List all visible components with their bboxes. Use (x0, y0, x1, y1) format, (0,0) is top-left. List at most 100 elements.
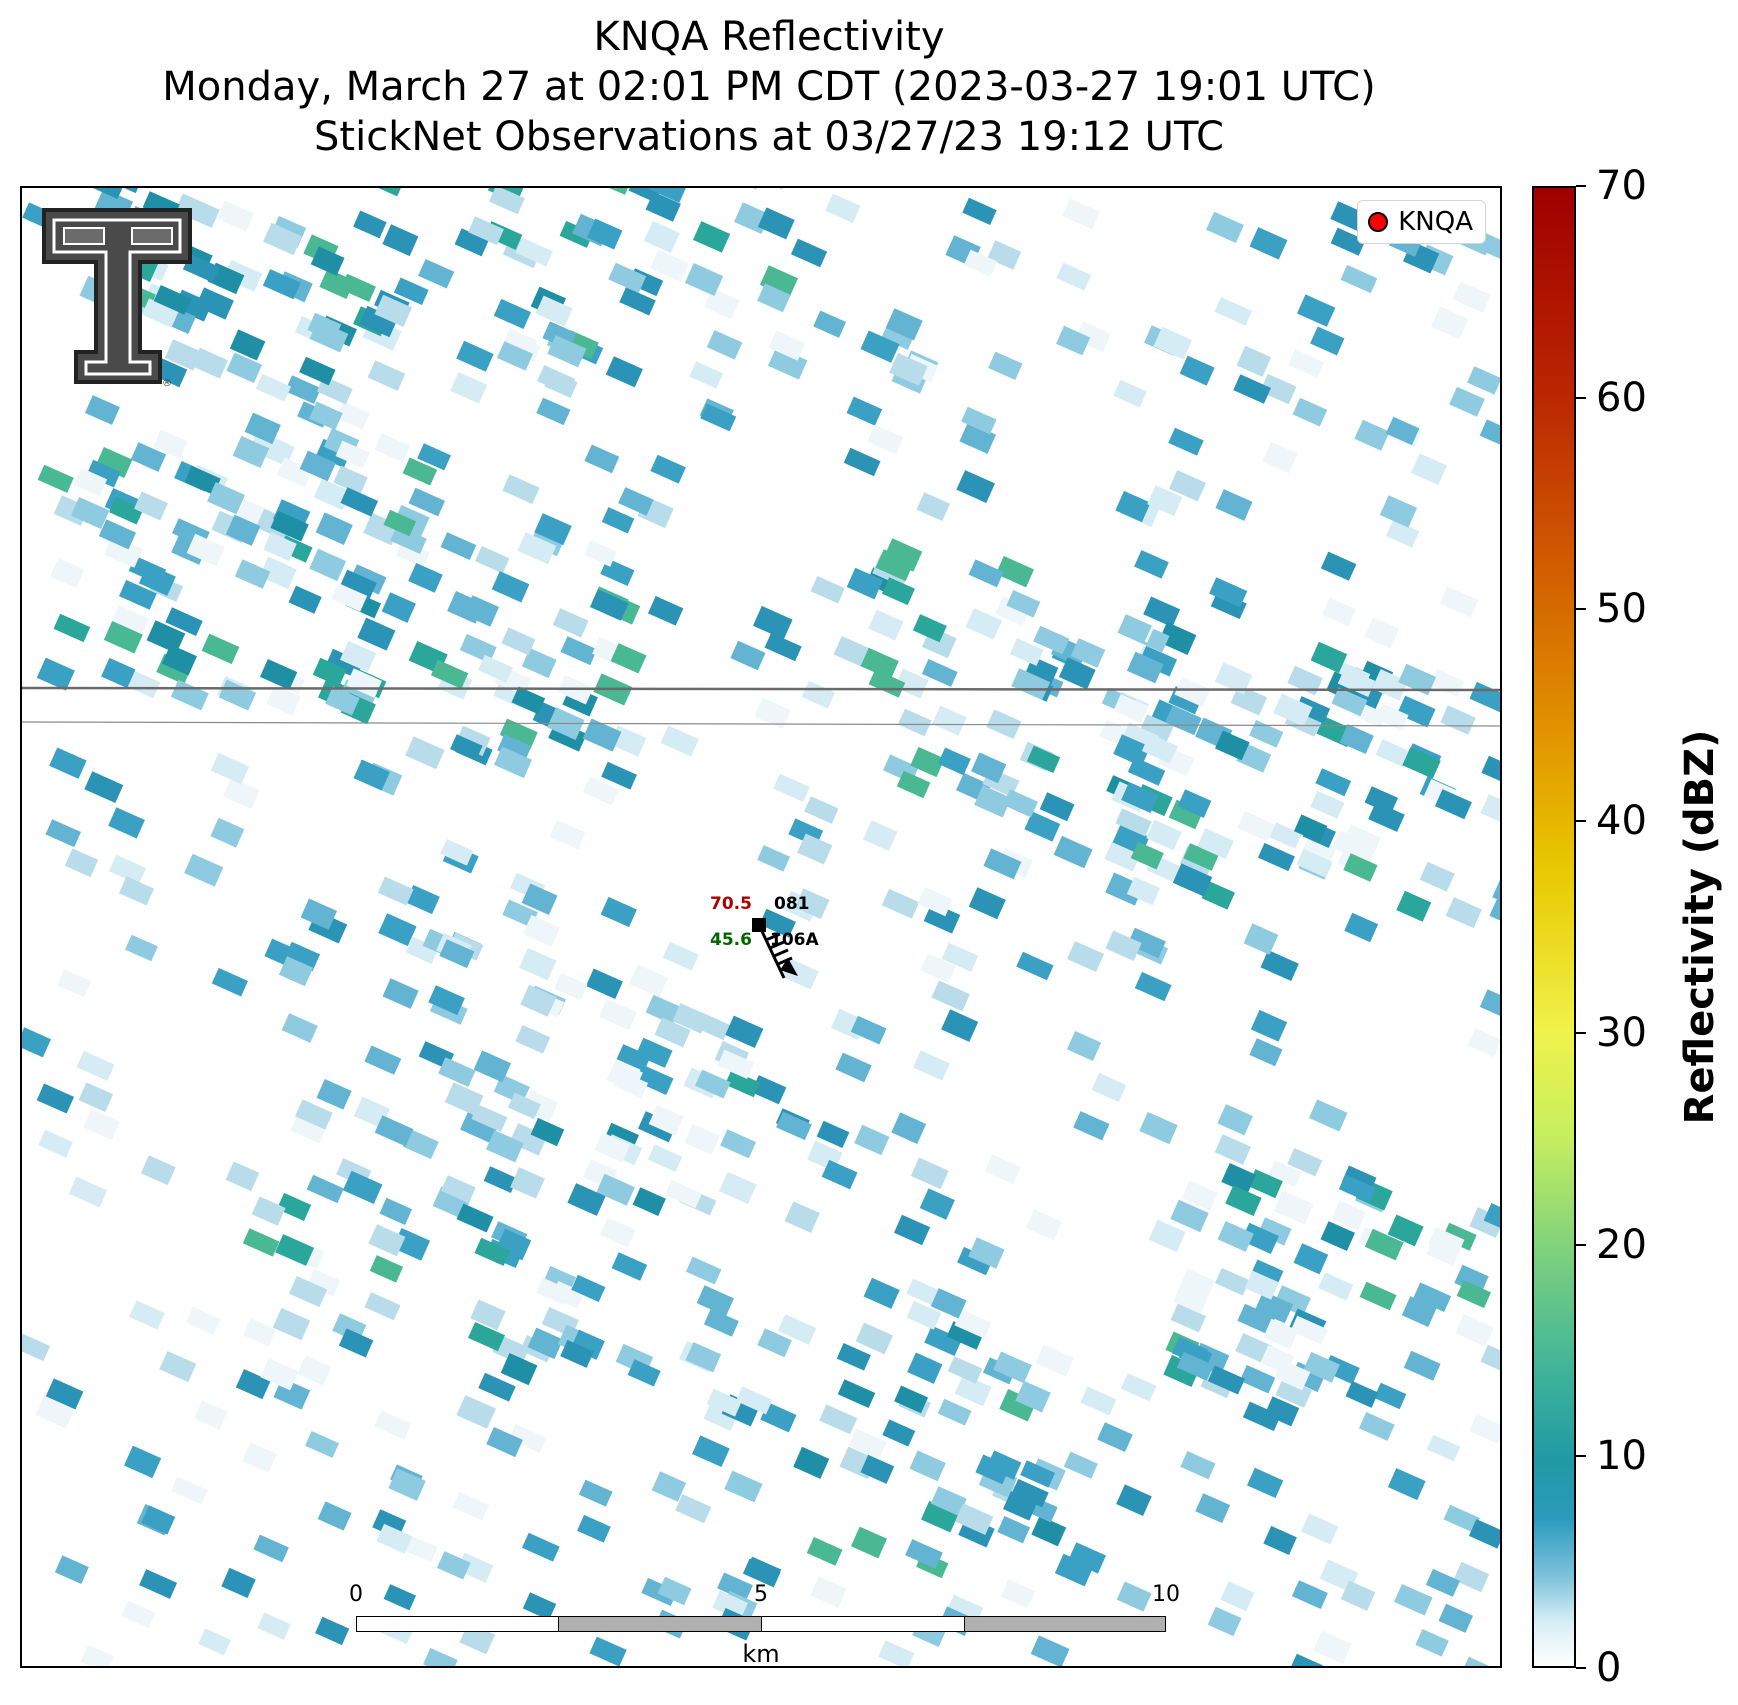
reflectivity-cell (1134, 550, 1169, 579)
reflectivity-cell (703, 288, 740, 320)
reflectivity-cell (983, 848, 1022, 880)
reflectivity-cell (1340, 264, 1378, 294)
reflectivity-cell (1067, 941, 1105, 972)
reflectivity-cell (191, 347, 229, 379)
reflectivity-cell (1291, 1580, 1328, 1610)
reflectivity-cell (1058, 657, 1096, 690)
reflectivity-cell (793, 1446, 830, 1479)
reflectivity-cell (1033, 625, 1070, 655)
reflectivity-cell (536, 1277, 571, 1306)
reflectivity-cell (684, 1123, 720, 1155)
colorbar-tick-label: 0 (1596, 1645, 1622, 1691)
reflectivity-cell (720, 1129, 757, 1159)
reflectivity-cell (744, 1556, 782, 1587)
reflectivity-cell (804, 796, 839, 824)
reflectivity-cell (1056, 262, 1092, 291)
scale-segment (356, 1616, 559, 1632)
reflectivity-cell (660, 725, 699, 757)
reflectivity-cell (1115, 808, 1152, 837)
reflectivity-cell (121, 1600, 156, 1629)
reflectivity-cell (1130, 841, 1164, 870)
reflectivity-cell (340, 487, 379, 517)
reflectivity-cell (1293, 814, 1328, 843)
reflectivity-cell (207, 482, 246, 515)
reflectivity-cell (535, 295, 573, 327)
reflectivity-cell (601, 507, 635, 534)
reflectivity-cell (306, 1174, 344, 1204)
reflectivity-cell (185, 1306, 221, 1335)
reflectivity-cell (611, 1252, 648, 1281)
reflectivity-cell (1039, 792, 1075, 822)
reflectivity-cell (910, 1157, 949, 1190)
reflectivity-cell (1066, 1031, 1102, 1061)
reflectivity-cell (22, 1027, 51, 1058)
reflectivity-cell (1015, 1380, 1051, 1413)
reflectivity-cell (383, 1584, 417, 1611)
reflectivity-cell (382, 224, 419, 257)
reflectivity-cell (499, 718, 538, 749)
reflectivity-cell (339, 640, 377, 673)
reflectivity-cell (650, 454, 686, 484)
reflectivity-cell (530, 1117, 565, 1147)
reflectivity-cell (932, 705, 967, 736)
reflectivity-cell (767, 346, 808, 380)
colorbar-tick-label: 10 (1596, 1433, 1647, 1480)
reflectivity-cell (522, 1592, 557, 1621)
reflectivity-cell (1236, 345, 1272, 377)
reflectivity-cell (130, 442, 167, 472)
reflectivity-cell (618, 487, 654, 516)
reflectivity-cell (1217, 1221, 1254, 1252)
reflectivity-cell (134, 491, 168, 521)
reflectivity-cell (632, 1187, 666, 1216)
reflectivity-cell (963, 249, 998, 277)
reflectivity-cell (1063, 1451, 1098, 1479)
reflectivity-cell (1080, 1386, 1117, 1416)
radar-map[interactable]: ® KNQA 70.5 081 45.6 106A 0 5 10 km (20, 186, 1502, 1668)
reflectivity-cell (1097, 1422, 1133, 1452)
reflectivity-cell (377, 876, 414, 906)
reflectivity-cell (1209, 577, 1248, 608)
reflectivity-cell (1308, 1099, 1348, 1132)
reflectivity-cell (496, 341, 534, 371)
reflectivity-cell (331, 583, 368, 612)
reflectivity-cell (522, 1090, 559, 1122)
reflectivity-cell (955, 1503, 994, 1535)
reflectivity-cell (388, 1468, 426, 1501)
reflectivity-cell (1290, 1653, 1323, 1666)
reflectivity-cell (95, 447, 133, 478)
reflectivity-cell (225, 514, 261, 546)
reflectivity-cell (201, 633, 240, 665)
reflectivity-cell (438, 1057, 476, 1087)
reflectivity-cell (1449, 386, 1485, 417)
reflectivity-cell (1177, 789, 1212, 818)
wind-barb-icon (752, 918, 798, 979)
reflectivity-cell (500, 1353, 538, 1386)
svg-text:®: ® (162, 378, 172, 386)
reflectivity-cell (692, 221, 731, 253)
reflectivity-cell (275, 1234, 315, 1266)
colorbar-tick-label: 40 (1596, 798, 1647, 845)
reflectivity-cell (1000, 1579, 1036, 1609)
colorbar-tick-label: 20 (1596, 1221, 1647, 1268)
reflectivity-cell (186, 533, 225, 567)
reflectivity-cell (810, 1576, 847, 1608)
reflectivity-cell (1139, 1111, 1178, 1145)
reflectivity-cell (912, 1050, 950, 1081)
reflectivity-cell (310, 246, 345, 276)
scale-unit: km (742, 1640, 780, 1668)
reflectivity-cell (317, 1501, 352, 1531)
reflectivity-cell (1443, 1504, 1480, 1533)
reflectivity-cell (520, 984, 557, 1017)
colorbar-tick (1576, 185, 1586, 187)
reflectivity-cell (1242, 1401, 1281, 1432)
reflectivity-cell (242, 1442, 277, 1473)
reflectivity-cell (1428, 1226, 1465, 1257)
reflectivity-cell (502, 328, 538, 359)
reflectivity-cell (1244, 1270, 1279, 1300)
reflectivity-cell (1247, 1169, 1283, 1199)
reflectivity-cell (1003, 789, 1038, 818)
reflectivity-cell (1273, 1191, 1314, 1225)
reflectivity-cell (141, 1505, 176, 1535)
colorbar-tick-label: 70 (1596, 163, 1647, 209)
reflectivity-cell (452, 1491, 490, 1521)
